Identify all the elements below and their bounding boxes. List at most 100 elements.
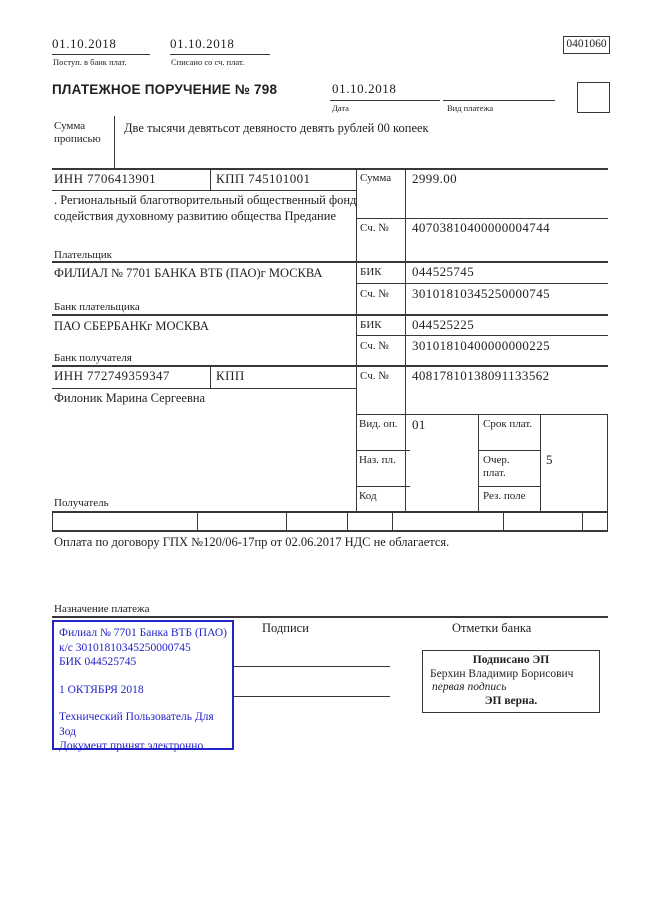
signature-type: первая подпись <box>432 681 507 693</box>
signature-line <box>233 696 390 697</box>
table-line <box>210 168 211 190</box>
payee-account: 40817810138091133562 <box>412 368 550 383</box>
table-line <box>52 513 53 530</box>
debited-label: Списано со сч. плат. <box>171 57 245 67</box>
payer-label: Плательщик <box>54 249 112 261</box>
payee-bank-account: 30101810400000000225 <box>412 338 550 353</box>
payer-account: 40703810400000004744 <box>412 220 550 235</box>
table-line <box>405 168 406 511</box>
payer-name: . Региональный благотворительный обществ… <box>54 193 357 223</box>
received-in-bank-label: Поступ. в банк плат. <box>53 57 127 67</box>
stamp-date: 1 ОКТЯБРЯ 2018 <box>59 683 144 696</box>
purpose-text: Оплата по договору ГПХ №120/06-17пр от 0… <box>54 535 450 549</box>
stamp-bik: БИК 044525745 <box>59 656 137 668</box>
payee-name: Филоник Марина Сергеевна <box>54 391 206 405</box>
date-label: Дата <box>332 103 349 113</box>
stamp-bank-name: Филиал № 7701 Банка ВТБ (ПАО) <box>59 627 227 639</box>
table-line <box>347 513 348 530</box>
payee-account-label: Сч. № <box>360 370 389 382</box>
rule <box>330 100 440 101</box>
amount-in-words-text: Две тысячи девятьсот девяносто девять ру… <box>124 121 429 135</box>
payment-type-box <box>577 82 610 113</box>
table-line <box>582 513 583 530</box>
table-line <box>356 450 410 451</box>
order-value: 5 <box>546 452 553 467</box>
signature-line <box>233 666 390 667</box>
table-line <box>540 414 541 511</box>
payer-bank-bik: 044525745 <box>412 264 475 279</box>
payer-inn: ИНН 7706413901 <box>54 171 157 186</box>
table-line <box>52 168 608 170</box>
page-title: ПЛАТЕЖНОЕ ПОРУЧЕНИЕ № 798 <box>52 82 278 97</box>
table-line <box>52 511 608 513</box>
table-line <box>356 218 608 219</box>
op-type-label: Вид. оп. <box>359 418 398 430</box>
order-label: Очер. плат. <box>483 454 510 479</box>
payee-bank-account-label: Сч. № <box>360 340 389 352</box>
payee-inn: ИНН 772749359347 <box>54 368 170 383</box>
code-label: Код <box>359 490 377 502</box>
payer-account-label: Сч. № <box>360 222 389 234</box>
sum-value: 2999.00 <box>412 171 458 186</box>
rule <box>114 116 115 169</box>
payer-bank-account: 30101810345250000745 <box>412 286 550 301</box>
stamp-user: Технический Пользователь Для Зод <box>59 711 214 738</box>
signature-valid: ЭП верна. <box>484 694 538 707</box>
table-line <box>356 335 608 336</box>
rule <box>170 54 270 55</box>
signer-name: Берхин Владимир Борисович <box>430 667 574 680</box>
table-line <box>392 513 393 530</box>
signed-ep-title: Подписано ЭП <box>472 654 550 666</box>
table-line <box>478 486 540 487</box>
form-code: 0401060 <box>566 38 607 50</box>
stamp-corr-account: к/с 30101810345250000745 <box>59 641 191 654</box>
purpose-label: Назначение платежа <box>54 603 150 615</box>
table-line <box>52 616 608 618</box>
table-line <box>52 530 608 532</box>
table-line <box>478 414 479 511</box>
table-line <box>356 486 410 487</box>
table-line <box>52 365 608 367</box>
payment-type-label: Вид платежа <box>447 103 494 113</box>
payer-bank-bik-label: БИК <box>360 266 382 278</box>
amount-in-words-label: Сумма прописью <box>54 120 101 145</box>
term-label: Срок плат. <box>483 418 533 430</box>
payee-kpp-label: КПП <box>216 368 245 383</box>
stamp-accepted: Документ принят электронно <box>59 740 204 752</box>
table-line <box>210 365 211 388</box>
signature-verification-stamp: Подписано ЭП Берхин Владимир Борисович п… <box>422 650 600 713</box>
payer-bank-label: Банк плательщика <box>54 301 140 313</box>
table-line <box>52 190 356 191</box>
table-line <box>607 414 608 511</box>
table-line <box>478 450 540 451</box>
payee-bank-bik: 044525225 <box>412 317 475 332</box>
form-code-box: 0401060 <box>563 36 610 54</box>
sum-label: Сумма <box>360 172 392 184</box>
payer-kpp: КПП 745101001 <box>216 171 311 186</box>
table-line <box>52 261 608 263</box>
table-line <box>356 283 608 284</box>
bank-electronic-stamp: Филиал № 7701 Банка ВТБ (ПАО) к/с 301018… <box>52 620 234 752</box>
table-line <box>607 513 608 530</box>
table-line <box>286 513 287 530</box>
rule <box>52 54 150 55</box>
table-line <box>356 414 608 415</box>
table-line <box>503 513 504 530</box>
op-type-value: 01 <box>412 417 426 432</box>
payee-label: Получатель <box>54 497 109 509</box>
purpose-code-label: Наз. пл. <box>359 454 396 466</box>
table-line <box>197 513 198 530</box>
rule <box>443 100 555 101</box>
bank-marks-label: Отметки банка <box>452 621 532 635</box>
payee-bank-name: ПАО СБЕРБАНКг МОСКВА <box>54 319 209 333</box>
document-date: 01.10.2018 <box>332 81 397 96</box>
payer-bank-name: ФИЛИАЛ № 7701 БАНКА ВТБ (ПАО)г МОСКВА <box>54 266 323 280</box>
debited-date: 01.10.2018 <box>170 36 235 51</box>
received-in-bank-date: 01.10.2018 <box>52 36 117 51</box>
res-field-label: Рез. поле <box>483 490 526 502</box>
table-line <box>356 168 357 511</box>
signatures-label: Подписи <box>262 621 309 635</box>
payee-bank-bik-label: БИК <box>360 319 382 331</box>
table-line <box>52 314 608 316</box>
